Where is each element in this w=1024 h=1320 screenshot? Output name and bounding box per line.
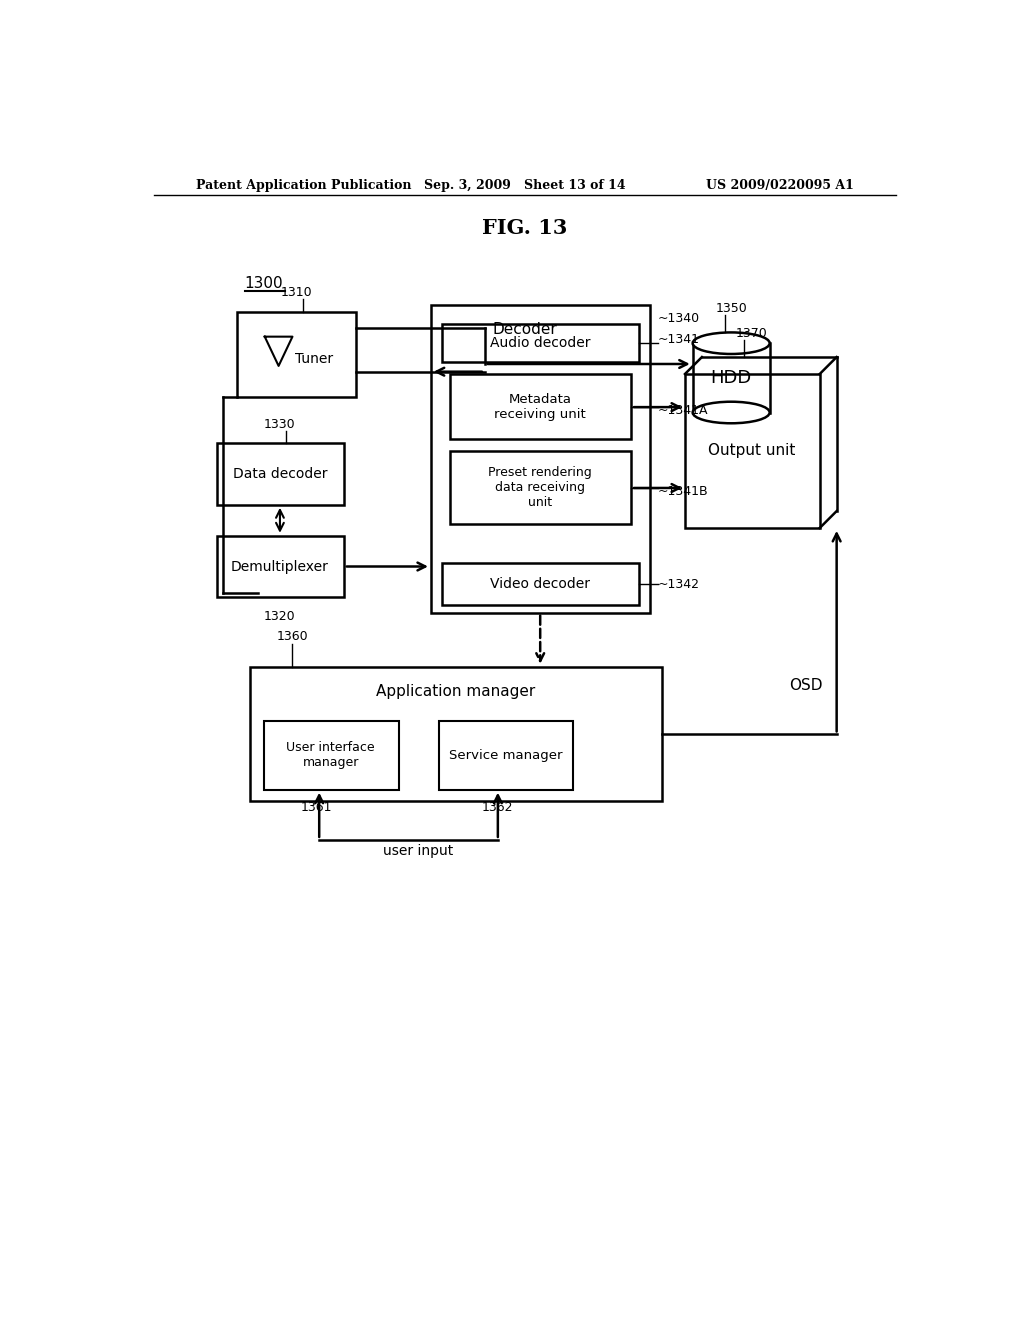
Text: ~1340: ~1340 bbox=[658, 313, 700, 326]
Text: Service manager: Service manager bbox=[449, 748, 562, 762]
Text: OSD: OSD bbox=[788, 678, 822, 693]
Text: 1310: 1310 bbox=[281, 285, 312, 298]
Text: Demultiplexer: Demultiplexer bbox=[231, 560, 329, 573]
Bar bbox=[451, 451, 631, 524]
Bar bbox=[692, 343, 770, 412]
Bar bbox=[685, 374, 819, 528]
Text: 1320: 1320 bbox=[264, 610, 296, 623]
Text: 1360: 1360 bbox=[276, 631, 308, 644]
Bar bbox=[442, 323, 639, 363]
Text: HDD: HDD bbox=[711, 368, 752, 387]
Bar bbox=[442, 562, 639, 605]
Text: Metadata
receiving unit: Metadata receiving unit bbox=[495, 393, 586, 421]
Text: Data decoder: Data decoder bbox=[232, 467, 328, 480]
Text: Tuner: Tuner bbox=[295, 352, 334, 366]
Text: US 2009/0220095 A1: US 2009/0220095 A1 bbox=[707, 178, 854, 191]
Text: Patent Application Publication: Patent Application Publication bbox=[196, 178, 412, 191]
Text: user input: user input bbox=[383, 843, 453, 858]
Bar bbox=[217, 444, 344, 506]
Text: ~1342: ~1342 bbox=[658, 578, 700, 591]
Text: 1362: 1362 bbox=[482, 800, 514, 813]
Bar bbox=[451, 374, 631, 440]
Ellipse shape bbox=[692, 401, 770, 424]
Bar bbox=[250, 667, 662, 801]
Text: Preset rendering
data receiving
unit: Preset rendering data receiving unit bbox=[488, 466, 592, 510]
Text: User interface
manager: User interface manager bbox=[287, 741, 375, 770]
Ellipse shape bbox=[692, 333, 770, 354]
Text: 1300: 1300 bbox=[245, 276, 284, 290]
Bar bbox=[264, 721, 398, 789]
Text: Audio decoder: Audio decoder bbox=[489, 337, 591, 350]
Text: Decoder: Decoder bbox=[493, 322, 557, 337]
Bar bbox=[431, 305, 650, 612]
Text: 1361: 1361 bbox=[301, 800, 333, 813]
Bar bbox=[237, 313, 356, 397]
Text: ~1341: ~1341 bbox=[658, 333, 700, 346]
Text: ~1341B: ~1341B bbox=[658, 486, 709, 499]
Bar bbox=[217, 536, 344, 598]
Text: 1330: 1330 bbox=[264, 418, 296, 430]
Text: Output unit: Output unit bbox=[709, 444, 796, 458]
Polygon shape bbox=[265, 337, 293, 366]
Text: Video decoder: Video decoder bbox=[490, 577, 590, 591]
Text: Application manager: Application manager bbox=[376, 684, 536, 698]
Text: ~1341A: ~1341A bbox=[658, 404, 709, 417]
Text: 1370: 1370 bbox=[736, 327, 768, 341]
Text: FIG. 13: FIG. 13 bbox=[482, 218, 567, 238]
Bar bbox=[438, 721, 573, 789]
Text: Sep. 3, 2009   Sheet 13 of 14: Sep. 3, 2009 Sheet 13 of 14 bbox=[424, 178, 626, 191]
Text: 1350: 1350 bbox=[716, 302, 748, 315]
